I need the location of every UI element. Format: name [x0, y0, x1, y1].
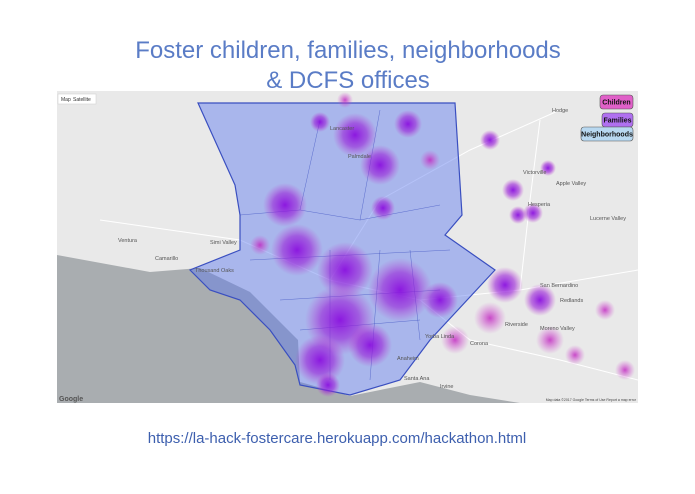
- place-label: Thousand Oaks: [195, 268, 234, 274]
- url: https://la-hack-fostercare.herokuapp.com…: [148, 430, 527, 447]
- place-label: Hesperia: [528, 202, 551, 208]
- map-type-option[interactable]: Satellite: [73, 97, 91, 103]
- place-label: Irvine: [440, 384, 453, 390]
- place-label: Yorba Linda: [425, 334, 455, 340]
- toggle-label[interactable]: Neighborhoods: [581, 131, 633, 138]
- place-label: Moreno Valley: [540, 326, 575, 332]
- toggle-label[interactable]: Children: [602, 99, 630, 106]
- place-label: Ventura: [118, 238, 138, 244]
- place-label: San Bernardino: [540, 283, 578, 289]
- place-label: Apple Valley: [556, 181, 586, 187]
- place-label: Santa Ana: [404, 376, 430, 382]
- title: & DCFS offices: [266, 67, 430, 94]
- map-attribution: Map data ©2017 Google Terms of Use Repor…: [546, 398, 637, 402]
- place-label: Anaheim: [397, 356, 419, 362]
- google-logo: Google: [59, 396, 83, 403]
- place-label: Simi Valley: [210, 240, 237, 246]
- place-label: Riverside: [505, 322, 528, 328]
- toggle-label[interactable]: Families: [603, 117, 631, 124]
- place-label: Victorville: [523, 170, 546, 176]
- place-label: Lucerne Valley: [590, 216, 626, 222]
- toggle-button[interactable]: [599, 94, 634, 110]
- place-label: Lancaster: [330, 126, 354, 132]
- map: Ventura Camarillo Thousand Oaks Simi Val…: [57, 91, 638, 403]
- toggle-button[interactable]: [580, 126, 634, 142]
- place-label: Camarillo: [155, 256, 178, 262]
- heat-blobs: [250, 92, 635, 397]
- place-label: Palmdale: [348, 154, 371, 160]
- place-label: Corona: [470, 341, 489, 347]
- title: Foster children, families, neighborhoods: [135, 37, 561, 64]
- map-type-control[interactable]: [57, 93, 97, 105]
- map-type-option[interactable]: Map: [61, 97, 71, 103]
- place-label: Redlands: [560, 298, 583, 304]
- place-label: Hodge: [552, 108, 568, 114]
- ocean: [57, 255, 520, 403]
